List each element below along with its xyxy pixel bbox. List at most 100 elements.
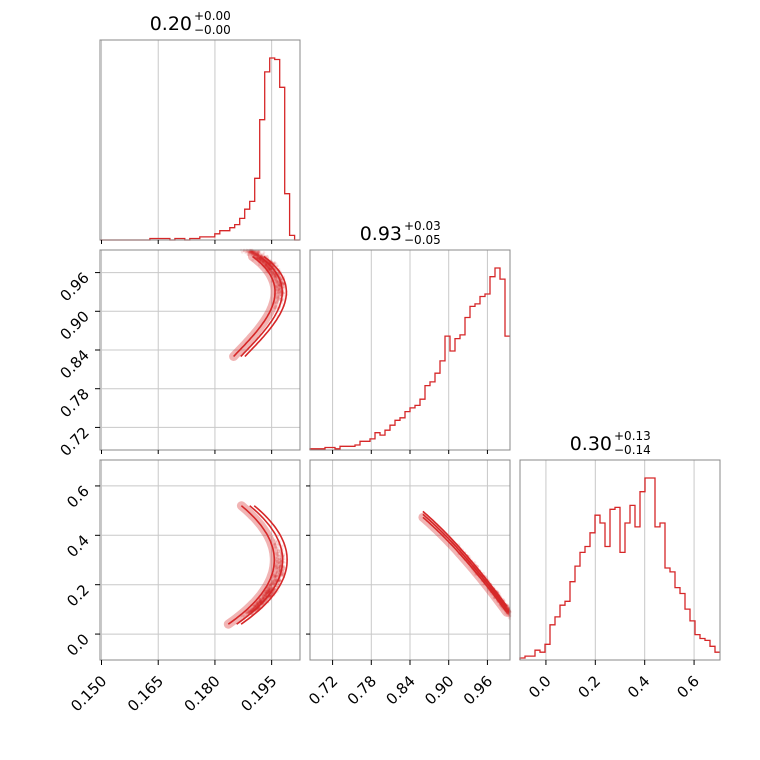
sample-point	[252, 605, 256, 608]
sample-point	[271, 576, 275, 579]
sample-point	[276, 299, 279, 303]
sample-point	[276, 550, 280, 553]
sample-point	[261, 596, 265, 599]
sample-point	[277, 288, 281, 292]
sample-point	[277, 582, 280, 586]
sample-point	[258, 599, 262, 603]
sample-point	[258, 600, 262, 604]
sample-point	[278, 564, 282, 568]
sample-point	[261, 593, 265, 597]
sample-point	[255, 253, 258, 256]
sample-point	[258, 601, 261, 605]
sample-point	[507, 610, 510, 614]
sample-point	[506, 608, 510, 611]
sample-point	[274, 552, 278, 555]
sample-point	[281, 282, 285, 286]
sample-point	[247, 610, 251, 614]
sample-point	[273, 574, 277, 578]
sample-point	[268, 269, 272, 272]
sample-point	[268, 587, 272, 590]
sample-point	[272, 274, 275, 278]
sample-point	[269, 267, 273, 271]
sample-point	[482, 571, 485, 575]
sample-point	[506, 608, 510, 612]
sample-point	[268, 269, 272, 272]
sample-point	[256, 253, 260, 257]
sample-point	[279, 558, 282, 561]
sample-point	[251, 250, 254, 253]
sample-point	[266, 265, 270, 269]
sample-point	[258, 257, 261, 260]
x-tick-label: 0.180	[181, 672, 224, 715]
sample-point	[271, 273, 275, 276]
sample-point	[252, 606, 256, 610]
sample-point	[263, 262, 267, 265]
sample-point	[254, 253, 257, 256]
sample-point	[253, 253, 257, 256]
sample-point	[261, 596, 265, 600]
sample-point	[251, 607, 254, 611]
sample-point	[264, 263, 268, 267]
sample-point	[265, 264, 269, 268]
sample-point	[276, 298, 280, 302]
sample-point	[267, 265, 270, 269]
panel-title-3: 0.30 +0.13−0.14	[570, 429, 651, 457]
sample-point	[276, 569, 280, 572]
sample-point	[247, 250, 250, 254]
sample-point	[276, 562, 280, 565]
contour-x-y-line	[240, 255, 283, 358]
sample-point	[273, 273, 277, 277]
sample-point	[256, 252, 259, 256]
sample-point	[276, 571, 279, 574]
contour-y-z-line	[422, 516, 508, 613]
sample-point	[266, 266, 270, 269]
sample-point	[268, 588, 272, 592]
sample-point	[273, 538, 277, 542]
sample-point	[264, 592, 268, 596]
sample-point	[258, 251, 262, 254]
sample-point	[506, 612, 510, 615]
sample-point	[274, 587, 277, 591]
sample-point	[270, 582, 274, 585]
sample-point	[274, 546, 277, 550]
sample-point	[255, 602, 259, 605]
sample-point	[276, 296, 280, 299]
sample-point	[257, 251, 260, 254]
sample-point	[247, 251, 251, 255]
sample-point	[282, 564, 286, 568]
sample-point	[278, 287, 281, 290]
sample-point	[271, 592, 274, 595]
sample-point	[276, 296, 279, 300]
sample-point	[273, 272, 276, 276]
sample-point	[267, 588, 271, 592]
sample-point	[276, 563, 280, 566]
sample-point	[253, 251, 256, 255]
sample-point	[256, 250, 260, 253]
sample-point	[273, 272, 276, 276]
sample-point	[265, 592, 268, 595]
sample-point	[261, 261, 265, 264]
sample-point	[268, 268, 272, 271]
sample-point	[276, 549, 280, 552]
sample-point	[267, 590, 270, 594]
sample-point	[248, 609, 252, 613]
sample-point	[252, 251, 256, 255]
panel-title-1: 0.20 +0.00−0.00	[150, 9, 231, 37]
sample-point	[270, 271, 274, 274]
y-tick-label: 0.90	[56, 307, 92, 343]
sample-point	[256, 603, 260, 606]
sample-point	[274, 274, 278, 278]
sample-point	[255, 250, 258, 254]
x-tick-label: 0.6	[673, 672, 703, 702]
sample-point	[252, 252, 256, 255]
sample-point	[266, 590, 270, 593]
sample-point	[271, 271, 274, 275]
sample-point	[507, 606, 510, 610]
sample-point	[253, 252, 257, 256]
sample-point	[254, 250, 257, 254]
sample-point	[282, 283, 285, 286]
sample-point	[249, 609, 253, 612]
sample-point	[257, 602, 260, 605]
sample-point	[252, 606, 256, 610]
sample-point	[258, 258, 262, 262]
